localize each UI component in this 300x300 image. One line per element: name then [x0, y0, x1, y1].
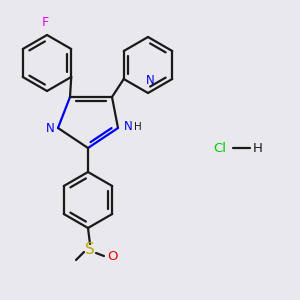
Text: Cl: Cl [214, 142, 226, 154]
Text: H: H [134, 122, 142, 132]
Text: H: H [253, 142, 263, 154]
Text: N: N [46, 122, 54, 134]
Text: S: S [85, 242, 95, 257]
Text: O: O [107, 250, 117, 263]
Text: F: F [41, 16, 49, 29]
Text: N: N [146, 74, 154, 88]
Text: N: N [124, 121, 132, 134]
